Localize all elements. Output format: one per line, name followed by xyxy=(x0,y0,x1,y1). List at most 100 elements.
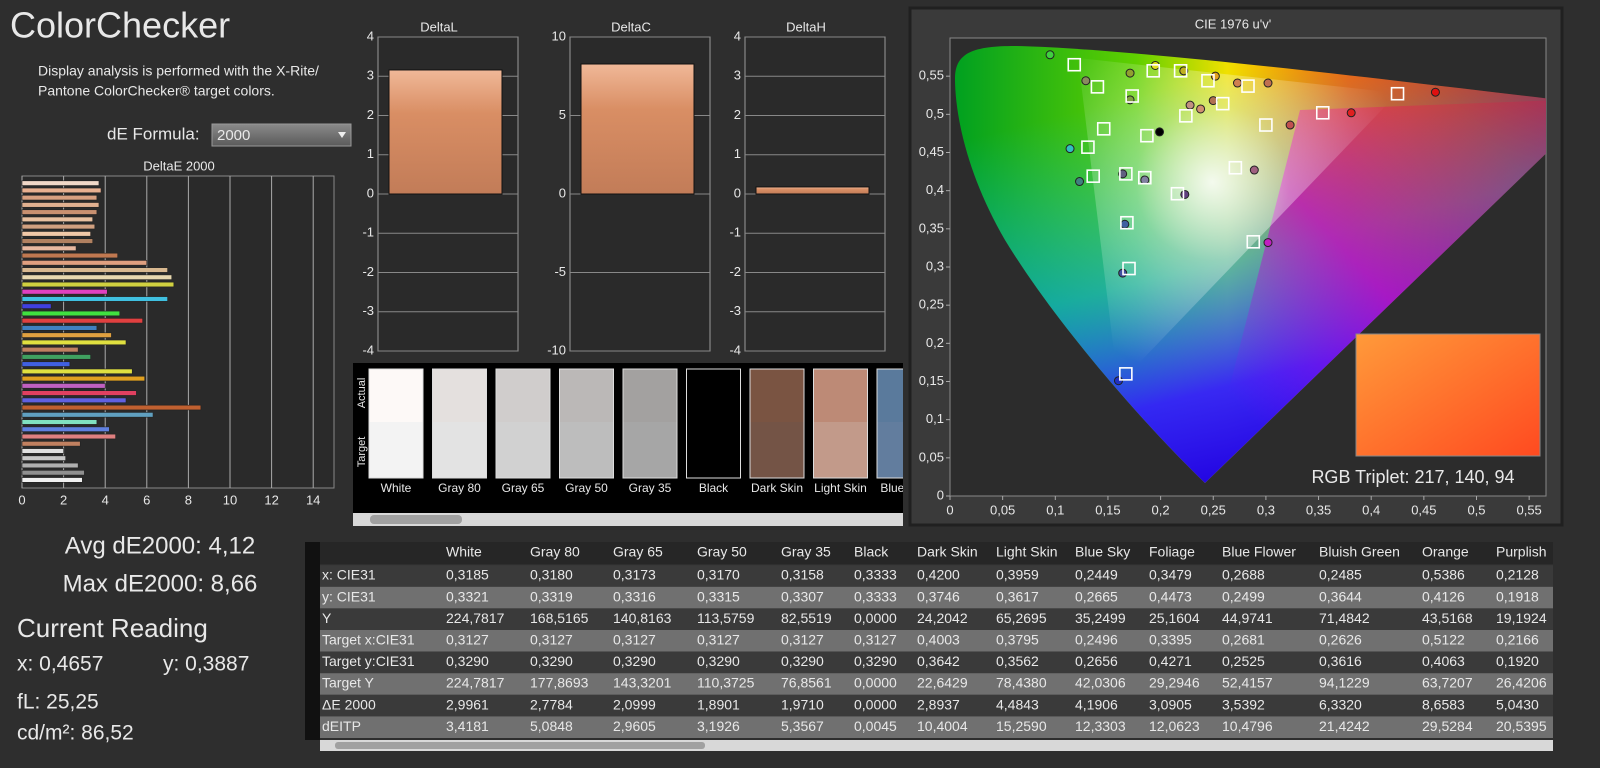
y-tick-label: 0,3 xyxy=(926,258,944,273)
x-tick-label: 0 xyxy=(946,502,953,517)
table-cell: 0,3319 xyxy=(530,588,573,604)
table-cell: 0,3127 xyxy=(854,632,897,648)
row-label: Actual xyxy=(356,378,368,409)
y-tick-label: 3 xyxy=(734,68,741,83)
x-tick-label: 0,55 xyxy=(1516,502,1541,517)
bar xyxy=(21,231,91,237)
bar xyxy=(21,202,100,208)
target-point xyxy=(1246,235,1261,249)
table-cell: 0,2688 xyxy=(1222,567,1265,583)
actual-point xyxy=(1045,50,1055,60)
y-tick-label: -4 xyxy=(362,342,374,357)
row-label: Target Y xyxy=(322,675,375,691)
table-cell: 0,2496 xyxy=(1075,632,1118,648)
column-header: Gray 80 xyxy=(530,544,580,560)
table-cell: 113,5759 xyxy=(697,610,755,626)
target-point xyxy=(1122,261,1136,276)
swatch-target xyxy=(369,422,423,478)
scrollbar-thumb[interactable] xyxy=(335,742,705,749)
table-cell: 0,3316 xyxy=(613,588,656,604)
row-label: Target xyxy=(356,437,368,468)
table-cell: 4,4843 xyxy=(996,696,1039,712)
column-header: Purplish xyxy=(1496,544,1547,560)
table-cell: 0,3127 xyxy=(613,632,656,648)
y-tick-label: 5 xyxy=(559,107,566,122)
scrollbar[interactable] xyxy=(320,740,1553,751)
table-cell: 71,4842 xyxy=(1319,610,1370,626)
table-cell: 0,4063 xyxy=(1422,653,1465,669)
table-cell: 0,2681 xyxy=(1222,632,1265,648)
table-cell: 2,0999 xyxy=(613,696,656,712)
y-tick-label: 0,35 xyxy=(919,220,944,235)
table-cell: 0,4126 xyxy=(1422,588,1465,604)
actual-point xyxy=(1081,76,1091,86)
target-point xyxy=(1125,89,1139,103)
table-cell: 0,3746 xyxy=(917,588,960,604)
table-cell: 0,2485 xyxy=(1319,567,1362,583)
swatch-actual xyxy=(496,369,550,422)
x-tick-label: 8 xyxy=(185,492,192,507)
table-header-bg xyxy=(305,542,1553,564)
y-tick-label: 0 xyxy=(559,185,566,200)
target-point xyxy=(1201,73,1215,88)
table-cell: 0,4271 xyxy=(1149,653,1192,669)
table-cell: 0,3562 xyxy=(996,653,1039,669)
table-row-bg xyxy=(320,608,1553,630)
x-tick-label: 6 xyxy=(143,492,150,507)
column-header: Light Skin xyxy=(996,544,1057,560)
dropdown-arrow xyxy=(338,132,346,138)
swatch-actual xyxy=(877,369,903,422)
bar xyxy=(21,209,98,215)
target-point xyxy=(1119,167,1133,181)
scrollbar[interactable] xyxy=(353,513,903,526)
chart-title: DeltaE 2000 xyxy=(143,158,215,173)
table-cell: 168,5165 xyxy=(530,610,589,626)
target-point xyxy=(1173,64,1188,78)
chart-title: DeltaL xyxy=(420,19,458,34)
x-tick-label: 0,35 xyxy=(1306,502,1331,517)
y-tick-label: 0,1 xyxy=(926,411,944,426)
x-tick-label: 0,15 xyxy=(1095,502,1120,517)
cie-chart: 0 0,05 0,1 0,15 0,2 0,25 0,3 0,35 0,4 0,45 0,5 0,55… xyxy=(919,50,1542,517)
bar xyxy=(21,260,148,266)
table-cell: 1,9710 xyxy=(781,696,824,712)
table-cell: 0,3290 xyxy=(613,653,656,669)
table-cell: 0,5122 xyxy=(1422,632,1465,648)
table-cell: 15,2590 xyxy=(996,718,1047,734)
target-point xyxy=(1067,57,1082,72)
table-cell: 3,0905 xyxy=(1149,696,1192,712)
table-cell: 0,3290 xyxy=(781,653,824,669)
y-tick-label: -1 xyxy=(729,225,741,240)
table-cell: 0,3127 xyxy=(530,632,573,648)
swatch-border xyxy=(432,368,487,479)
scrollbar-thumb[interactable] xyxy=(370,515,462,524)
column-header: Blue Flower xyxy=(1222,544,1296,560)
bar xyxy=(21,368,133,375)
table-cell: 0,2525 xyxy=(1222,653,1265,669)
target-point xyxy=(1179,109,1193,123)
column-header: Foliage xyxy=(1149,544,1195,560)
y-tick-label: -2 xyxy=(729,264,741,279)
swatch-border xyxy=(368,368,424,479)
table-cell: 0,0000 xyxy=(854,675,897,691)
table-cell: 0,4003 xyxy=(917,632,960,648)
table-cell: 0,2499 xyxy=(1222,588,1265,604)
x-tick-label: 14 xyxy=(306,492,320,507)
table-cell: 26,4206 xyxy=(1496,675,1547,691)
formula-dropdown[interactable] xyxy=(211,123,352,147)
swatch-name: Blue Sky xyxy=(880,481,927,495)
deltae-chart: 0 2 4 6 8 10 12 14 xyxy=(18,176,320,507)
swatch-target xyxy=(686,422,741,478)
row-label: ΔE 2000 xyxy=(322,696,376,712)
bar xyxy=(21,194,98,201)
target-point xyxy=(1140,128,1154,143)
delta-charts: DeltaL-4-3-2-101234DeltaC-10-50510DeltaH… xyxy=(362,19,886,357)
swatch-border xyxy=(813,368,868,479)
column-header: Black xyxy=(854,544,889,560)
x-tick-label: 0,2 xyxy=(1152,502,1170,517)
chromaticity-diagram xyxy=(955,46,1546,483)
actual-point xyxy=(1118,169,1128,179)
swatch-target xyxy=(559,422,614,478)
swatch-border xyxy=(495,368,551,479)
y-tick-label: -3 xyxy=(729,303,741,318)
